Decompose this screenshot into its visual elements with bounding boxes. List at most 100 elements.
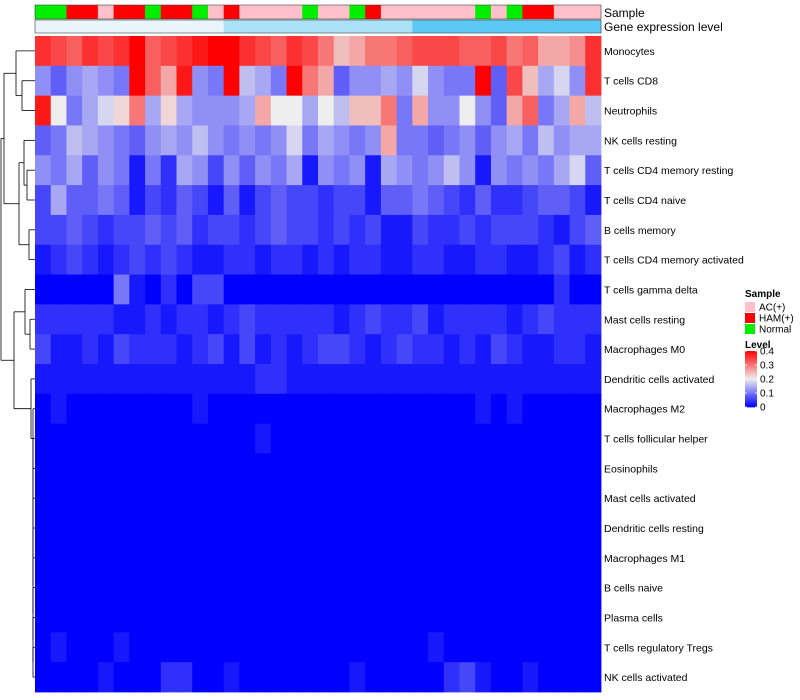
- heatmap-cell: [223, 662, 240, 693]
- heatmap-cell: [538, 185, 555, 216]
- heatmap-cell: [522, 423, 539, 454]
- heatmap-cell: [538, 244, 555, 275]
- heatmap-cell: [160, 274, 177, 305]
- heatmap-cell: [318, 185, 335, 216]
- heatmap-cell: [490, 513, 508, 544]
- heatmap-cell: [35, 274, 52, 305]
- heatmap-cell: [396, 602, 413, 633]
- heatmap-cell: [459, 65, 476, 97]
- heatmap-cell: [396, 155, 413, 186]
- heatmap-cell: [66, 65, 83, 97]
- heatmap-cell: [176, 65, 193, 97]
- heatmap-cell: [365, 36, 382, 67]
- heatmap-cell: [160, 214, 177, 246]
- heatmap-cell: [160, 513, 177, 544]
- heatmap-cell: [318, 542, 335, 574]
- row-label: Dendritic cells resting: [604, 523, 704, 535]
- heatmap-cell: [66, 155, 83, 186]
- heatmap-cell: [207, 602, 225, 633]
- heatmap-cell: [475, 274, 492, 305]
- heatmap-cell: [50, 125, 67, 156]
- heatmap-cell: [585, 274, 602, 305]
- heatmap-cell: [255, 185, 272, 216]
- legend-sample-title: Sample: [745, 289, 781, 300]
- sample-annotation-cell: [553, 5, 570, 19]
- heatmap-cell: [270, 453, 287, 484]
- heatmap-cell: [223, 155, 240, 186]
- heatmap-cell: [396, 36, 413, 67]
- heatmap-cell: [538, 65, 555, 97]
- heatmap-cell: [333, 36, 350, 67]
- heatmap-cell: [349, 185, 366, 216]
- row-label: Macrophages M2: [604, 404, 685, 416]
- heatmap-cell: [192, 304, 209, 335]
- heatmap-cell: [349, 393, 366, 425]
- heatmap-cell: [192, 453, 209, 484]
- heatmap-cell: [553, 36, 570, 67]
- heatmap-cell: [538, 513, 555, 544]
- heatmap-cell: [333, 513, 350, 544]
- legend-color-step: [745, 395, 757, 398]
- heatmap-cell: [207, 542, 225, 574]
- heatmap-cell: [318, 244, 335, 275]
- heatmap-cell: [585, 36, 602, 67]
- heatmap-cell: [82, 125, 99, 156]
- heatmap-cell: [50, 602, 67, 633]
- heatmap-cell: [522, 542, 539, 574]
- heatmap-cell: [145, 393, 162, 425]
- heatmap-cell: [459, 125, 476, 156]
- heatmap-cell: [333, 274, 350, 305]
- heatmap-cell: [66, 602, 83, 633]
- heatmap-cell: [129, 304, 146, 335]
- expression-annotation-cell: [145, 20, 162, 33]
- heatmap-cell: [365, 453, 382, 484]
- heatmap-cell: [35, 125, 52, 156]
- heatmap-cell: [270, 244, 287, 275]
- heatmap-cell: [239, 155, 256, 186]
- expression-annotation-cell: [585, 20, 602, 33]
- heatmap-cell: [569, 125, 586, 156]
- heatmap-cell: [207, 572, 225, 603]
- heatmap-cell: [286, 662, 303, 693]
- row-label: Plasma cells: [604, 612, 663, 624]
- heatmap-cell: [66, 572, 83, 603]
- heatmap-cell: [192, 65, 209, 97]
- heatmap-cell: [380, 304, 398, 335]
- heatmap-cell: [412, 65, 429, 97]
- heatmap-cell: [553, 572, 570, 603]
- legend-sample-label: HAM(+): [759, 314, 794, 325]
- heatmap-cell: [129, 632, 146, 663]
- heatmap-cell: [255, 513, 272, 544]
- heatmap-cell: [522, 95, 539, 126]
- heatmap-cell: [396, 364, 413, 395]
- heatmap-cell: [82, 95, 99, 126]
- legend-color-step: [745, 373, 757, 376]
- heatmap-cell: [475, 364, 492, 395]
- heatmap-cell: [569, 334, 586, 365]
- legend-color-step: [745, 386, 757, 388]
- heatmap-cell: [255, 155, 272, 186]
- heatmap-cell: [365, 95, 382, 126]
- heatmap-cell: [428, 662, 445, 693]
- heatmap-cell: [97, 36, 115, 67]
- heatmap-cell: [207, 185, 225, 216]
- expression-annotation-cell: [428, 20, 445, 33]
- heatmap-cell: [585, 662, 602, 693]
- heatmap-cell: [286, 364, 303, 395]
- heatmap-cell: [50, 662, 67, 693]
- heatmap-cell: [490, 632, 508, 663]
- sample-annotation-cell: [286, 5, 303, 19]
- heatmap-cell: [333, 632, 350, 663]
- heatmap-cell: [192, 36, 209, 67]
- row-label: B cells naive: [604, 583, 663, 595]
- heatmap-cell: [522, 214, 539, 246]
- heatmap-cell: [192, 95, 209, 126]
- heatmap-cell: [97, 453, 115, 484]
- heatmap-cell: [569, 423, 586, 454]
- heatmap-cell: [585, 364, 602, 395]
- sample-annotation-cell: [585, 5, 602, 19]
- legend-tick-label: 0: [760, 403, 766, 414]
- heatmap-cell: [270, 125, 287, 156]
- heatmap-cell: [349, 364, 366, 395]
